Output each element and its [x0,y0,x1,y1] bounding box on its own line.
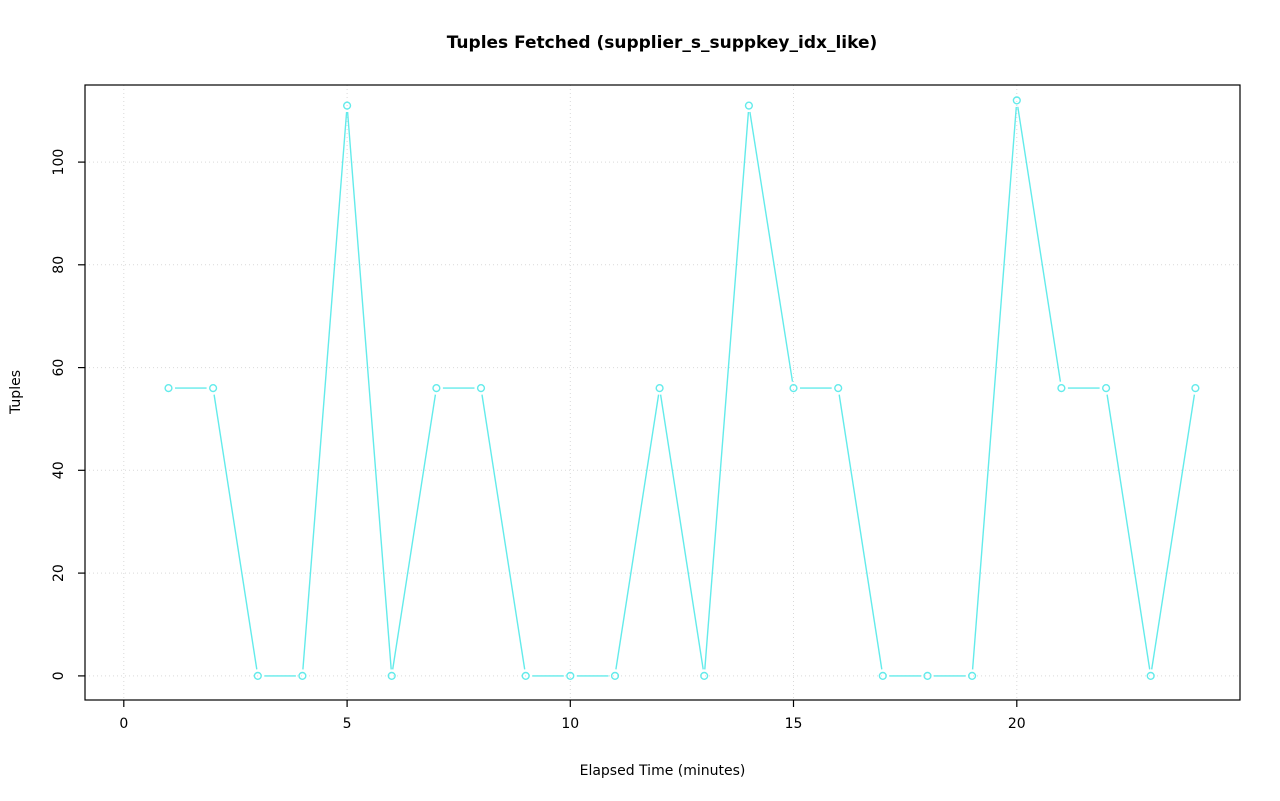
data-point [923,671,932,681]
x-tick-label: 15 [785,716,803,732]
data-point [834,384,843,393]
y-tick-label: 0 [51,671,67,680]
series-segment [749,111,794,382]
series-segment [346,111,392,670]
x-tick-label: 0 [119,716,128,732]
data-point [209,384,218,393]
series-segment [302,111,348,670]
x-axis-title: Elapsed Time (minutes) [579,763,746,779]
data-point [521,671,530,681]
data-point [878,671,887,681]
data-point [1191,384,1200,393]
data-point [253,671,262,681]
x-tick-label: 10 [561,716,579,732]
series-segment [704,111,750,670]
data-point [432,384,441,393]
series-segment [659,394,704,670]
x-tick-label: 5 [343,716,352,732]
data-point [744,101,754,110]
data-point [298,671,307,681]
series-segment [615,394,660,670]
data-point [655,384,664,393]
data-point [1146,671,1155,681]
series-segment [481,394,526,670]
series-segment [1151,394,1196,670]
y-tick-label: 60 [51,359,67,377]
data-point [1057,384,1066,393]
y-tick-label: 100 [51,149,67,176]
data-point [789,384,798,393]
data-point [387,671,396,681]
data-point [1012,96,1021,105]
data-point [566,671,575,681]
data-point [476,384,486,393]
data-point [700,671,709,681]
series-segment [1106,394,1151,670]
chart-title: Tuples Fetched (supplier_s_suppkey_idx_l… [446,33,878,53]
data-point [967,671,977,681]
data-point [1101,384,1111,393]
series-segment [1017,106,1062,382]
y-tick-label: 40 [51,461,67,479]
series-segment [213,394,258,670]
data-point [610,671,620,681]
x-tick-label: 20 [1008,716,1026,732]
plot-box [84,84,1241,701]
y-tick-label: 80 [51,256,67,274]
series-segment [392,394,437,670]
data-point [343,101,352,110]
series-segment [838,394,883,670]
data-point [164,384,173,393]
y-tick-label: 20 [51,564,67,582]
series-segment [971,106,1017,670]
